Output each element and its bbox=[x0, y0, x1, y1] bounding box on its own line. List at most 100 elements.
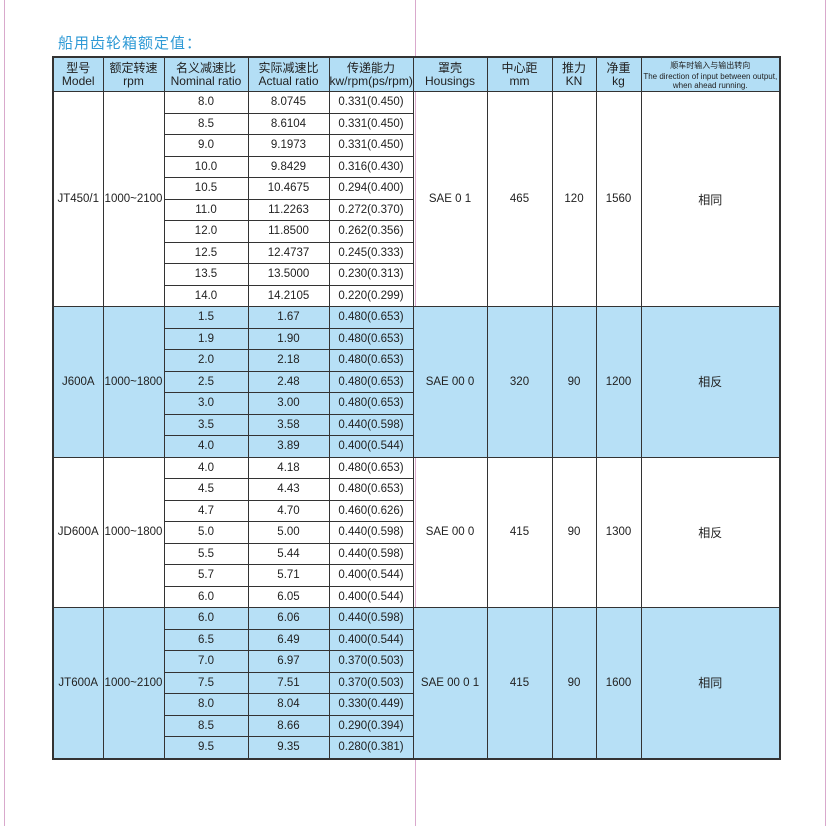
table-row: JD600A 1000~1800 4.0 4.18 0.480(0.653) SAE 00… bbox=[52, 456, 781, 608]
model-cell: JT600A bbox=[52, 607, 104, 759]
actual-ratio-cell: 5.44 bbox=[247, 542, 330, 565]
direction-cell: 相同 bbox=[640, 607, 781, 759]
actual-ratio-cell: 10.4675 bbox=[247, 177, 330, 200]
header-en: Model bbox=[61, 73, 95, 88]
actual-ratio-cell: 3.58 bbox=[247, 413, 330, 436]
nominal-ratio-cell: 14.0 bbox=[163, 284, 249, 307]
nominal-ratio-cell: 5.5 bbox=[163, 542, 249, 565]
capacity-cell: 0.480(0.653) bbox=[328, 478, 414, 501]
table-row: 8.0 8.04 0.330(0.449) bbox=[53, 693, 780, 716]
nominal-ratio-cell: 5.0 bbox=[163, 521, 249, 544]
capacity-cell: 0.480(0.653) bbox=[328, 306, 414, 329]
actual-ratio-cell: 1.90 bbox=[247, 327, 330, 350]
table-row: 9.5 9.35 0.280(0.381) bbox=[53, 736, 780, 759]
header-thrust: 推力 KN bbox=[551, 56, 597, 92]
table-row: 2.5 2.48 0.480(0.653) bbox=[53, 370, 780, 393]
table-row: JT450/1 1000~2100 8.0 8.0745 0.331(0.450) SAE… bbox=[52, 91, 781, 307]
actual-ratio-cell: 9.8429 bbox=[247, 155, 330, 178]
capacity-cell: 0.331(0.450) bbox=[328, 91, 414, 114]
nominal-ratio-cell: 3.5 bbox=[163, 413, 249, 436]
header-housings: 罩壳 Housings bbox=[412, 56, 488, 92]
housing-cell: SAE 00 0 1 bbox=[412, 607, 488, 759]
actual-ratio-cell: 2.18 bbox=[247, 349, 330, 372]
table-row: 10.0 9.8429 0.316(0.430) bbox=[53, 155, 780, 178]
nominal-ratio-cell: 3.0 bbox=[163, 392, 249, 415]
actual-ratio-cell: 8.0745 bbox=[247, 91, 330, 114]
capacity-cell: 0.331(0.450) bbox=[328, 112, 414, 135]
header-cn: 名义减速比 bbox=[175, 60, 236, 75]
actual-ratio-cell: 6.05 bbox=[247, 585, 330, 608]
table-row: 5.7 5.71 0.400(0.544) bbox=[53, 564, 780, 587]
capacity-cell: 0.230(0.313) bbox=[328, 263, 414, 286]
capacity-cell: 0.262(0.356) bbox=[328, 220, 414, 243]
nominal-ratio-cell: 13.5 bbox=[163, 263, 249, 286]
table-row: 10.5 10.4675 0.294(0.400) bbox=[53, 177, 780, 200]
header-en: rpm bbox=[123, 73, 144, 88]
capacity-cell: 0.400(0.544) bbox=[328, 628, 414, 651]
nominal-ratio-cell: 4.5 bbox=[163, 478, 249, 501]
nominal-ratio-cell: 12.0 bbox=[163, 220, 249, 243]
header-weight: 净重 kg bbox=[595, 56, 642, 92]
header-cn: 型号 bbox=[66, 60, 91, 75]
page-edge-line bbox=[825, 0, 826, 826]
nominal-ratio-cell: 1.9 bbox=[163, 327, 249, 350]
capacity-cell: 0.400(0.544) bbox=[328, 564, 414, 587]
thrust-cell: 90 bbox=[551, 456, 597, 608]
header-en: mm bbox=[509, 73, 530, 88]
header-en: Housings bbox=[424, 73, 476, 88]
page-edge-line bbox=[4, 0, 5, 826]
capacity-cell: 0.330(0.449) bbox=[328, 693, 414, 716]
actual-ratio-cell: 2.48 bbox=[247, 370, 330, 393]
nominal-ratio-cell: 5.7 bbox=[163, 564, 249, 587]
actual-ratio-cell: 9.1973 bbox=[247, 134, 330, 157]
capacity-cell: 0.370(0.503) bbox=[328, 671, 414, 694]
header-capacity: 传递能力 kw/rpm(ps/rpm) bbox=[328, 56, 414, 92]
header-en: kg bbox=[612, 73, 625, 88]
weight-cell: 1600 bbox=[595, 607, 642, 759]
table-row: J600A 1000~1800 1.5 1.67 0.480(0.653) SAE 00 … bbox=[52, 306, 781, 458]
actual-ratio-cell: 4.18 bbox=[247, 456, 330, 479]
table-row: 12.0 11.8500 0.262(0.356) bbox=[53, 220, 780, 243]
nominal-ratio-cell: 10.5 bbox=[163, 177, 249, 200]
capacity-cell: 0.370(0.503) bbox=[328, 650, 414, 673]
actual-ratio-cell: 5.71 bbox=[247, 564, 330, 587]
weight-cell: 1560 bbox=[595, 91, 642, 307]
center-distance-cell: 320 bbox=[486, 306, 553, 458]
capacity-cell: 0.400(0.544) bbox=[328, 435, 414, 458]
header-en: KN bbox=[565, 73, 583, 88]
header-cn: 额定转速 bbox=[109, 60, 158, 75]
nominal-ratio-cell: 4.7 bbox=[163, 499, 249, 522]
weight-cell: 1300 bbox=[595, 456, 642, 608]
nominal-ratio-cell: 9.0 bbox=[163, 134, 249, 157]
actual-ratio-cell: 13.5000 bbox=[247, 263, 330, 286]
nominal-ratio-cell: 7.5 bbox=[163, 671, 249, 694]
page-title: 船用齿轮箱额定值： bbox=[58, 34, 203, 52]
nominal-ratio-cell: 4.0 bbox=[163, 435, 249, 458]
actual-ratio-cell: 6.97 bbox=[247, 650, 330, 673]
capacity-cell: 0.316(0.430) bbox=[328, 155, 414, 178]
actual-ratio-cell: 3.89 bbox=[247, 435, 330, 458]
gearbox-ratings-table: 型号 Model 额定转速 rpm 名义减速比 Nominal ratio 实际减速比 Act… bbox=[52, 56, 781, 760]
header-cn: 罩壳 bbox=[437, 60, 462, 75]
model-cell: JD600A bbox=[52, 456, 104, 608]
housing-cell: SAE 00 0 bbox=[412, 306, 488, 458]
header-en: kw/rpm(ps/rpm) bbox=[329, 73, 413, 88]
actual-ratio-cell: 6.06 bbox=[247, 607, 330, 630]
nominal-ratio-cell: 2.0 bbox=[163, 349, 249, 372]
center-distance-cell: 415 bbox=[486, 456, 553, 608]
actual-ratio-cell: 8.04 bbox=[247, 693, 330, 716]
actual-ratio-cell: 7.51 bbox=[247, 671, 330, 694]
header-direction: 顺车时输入与输出转向 The direction of input between… bbox=[640, 56, 781, 92]
header-cn: 中心距 bbox=[501, 60, 538, 75]
capacity-cell: 0.280(0.381) bbox=[328, 736, 414, 759]
nominal-ratio-cell: 12.5 bbox=[163, 241, 249, 264]
header-cn: 净重 bbox=[606, 60, 631, 75]
model-cell: J600A bbox=[52, 306, 104, 458]
direction-cell: 相反 bbox=[640, 306, 781, 458]
actual-ratio-cell: 9.35 bbox=[247, 736, 330, 759]
table-row: 12.5 12.4737 0.245(0.333) bbox=[53, 241, 780, 264]
rpm-cell: 1000~2100 bbox=[102, 91, 165, 307]
header-rpm: 额定转速 rpm bbox=[102, 56, 165, 92]
nominal-ratio-cell: 6.0 bbox=[163, 607, 249, 630]
nominal-ratio-cell: 1.5 bbox=[163, 306, 249, 329]
